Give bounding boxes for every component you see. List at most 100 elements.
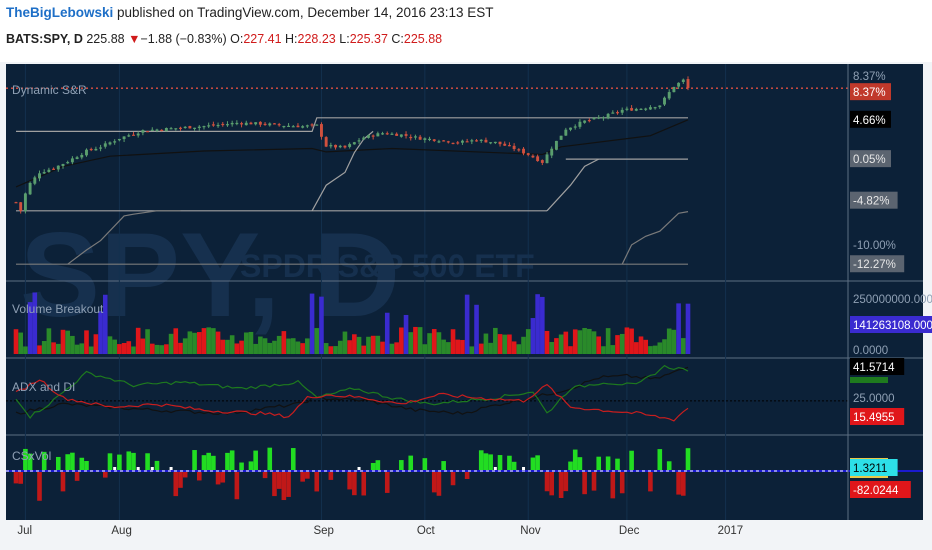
- volume-bar: [478, 343, 484, 354]
- last-price: 225.88: [86, 32, 125, 46]
- candle-body: [150, 129, 154, 131]
- candle-body: [484, 139, 488, 143]
- csx-bar-up: [131, 452, 136, 471]
- time-tick: Aug: [111, 525, 131, 537]
- volume-bar: [540, 296, 545, 354]
- author-link[interactable]: TheBigLebowski: [6, 5, 114, 20]
- csx-bar-down: [619, 471, 625, 494]
- sr-value-label-bg: [850, 191, 898, 209]
- price-tick: -10.00%: [853, 240, 896, 252]
- volume-bar: [74, 344, 80, 354]
- candle-body: [498, 141, 502, 145]
- volume-last-label-bg: [850, 316, 932, 333]
- close-value: 225.88: [403, 32, 443, 46]
- csx-bar-up: [605, 456, 611, 471]
- volume-bar: [629, 328, 634, 354]
- volume-bar: [102, 294, 108, 354]
- volume-bar: [572, 329, 578, 354]
- symbol-label[interactable]: BATS:SPY, D: [6, 32, 83, 46]
- pane-csxvol[interactable]: [6, 447, 923, 501]
- volume-bar: [483, 333, 489, 354]
- volume-bar: [135, 327, 141, 354]
- csx-bar-down: [352, 471, 357, 496]
- chart-background: [6, 64, 923, 520]
- chart-area[interactable]: SPY, D SPDR S&P 500 ETF 8.37% 8.37% 4.66% 0…: [0, 62, 932, 550]
- candle-body: [423, 138, 427, 140]
- candle-body: [667, 92, 671, 99]
- candle-body: [23, 193, 27, 212]
- candle-body: [371, 135, 375, 137]
- pane-dynamic-sr[interactable]: [6, 76, 848, 265]
- sr-value-label: 0.05%: [853, 154, 886, 166]
- csx-bar-up: [290, 448, 296, 471]
- csx-bar-down: [361, 471, 367, 496]
- csx-bar-up: [488, 454, 493, 471]
- volume-bar: [591, 331, 597, 354]
- volume-bar: [154, 344, 160, 354]
- candle-body: [540, 160, 544, 163]
- candle-body: [282, 125, 286, 128]
- candle-body: [338, 145, 342, 148]
- volume-bar: [23, 346, 28, 354]
- candle-body: [658, 105, 662, 108]
- candle-body: [352, 142, 356, 145]
- candle-body: [531, 155, 535, 158]
- candle-body: [644, 108, 648, 110]
- volume-bar: [60, 329, 66, 354]
- pane-adx-di[interactable]: [6, 364, 848, 422]
- watermark-name: SPDR S&P 500 ETF: [240, 248, 535, 284]
- volume-bar: [70, 335, 75, 354]
- csx-bar-up: [126, 451, 132, 471]
- volume-bar: [502, 334, 508, 354]
- volume-bar: [582, 328, 587, 354]
- candle-body: [52, 168, 56, 170]
- candle-body: [291, 126, 295, 128]
- volume-bar: [554, 338, 559, 354]
- pane-title-volume-breakout: Volume Breakout: [12, 302, 104, 316]
- high-value: 228.23: [297, 32, 336, 46]
- csx-bar-down: [74, 471, 80, 481]
- price-axis[interactable]: 8.37% 8.37% 4.66% 0.05% -4.82% -10.00% -12.27%…: [847, 64, 932, 520]
- sr-value-label-bg: [850, 110, 891, 128]
- candle-body: [179, 127, 182, 129]
- candle-body: [489, 142, 493, 144]
- volume-bar: [507, 334, 512, 354]
- csx-bar-down: [648, 471, 653, 492]
- volume-tick: 250000000.0000: [853, 294, 932, 306]
- csx-bar-down: [173, 471, 179, 497]
- volume-bar: [32, 292, 38, 354]
- volume-bar: [511, 341, 517, 354]
- csx-bar-down: [558, 471, 564, 498]
- di-minus-last-label-bg: [850, 408, 905, 425]
- time-axis[interactable]: Jul Aug Sep Oct Nov Dec 2017: [17, 525, 743, 537]
- candle-body: [399, 134, 403, 137]
- candle-body: [616, 112, 619, 114]
- csx-bar-up: [478, 450, 484, 471]
- csx-bar-up: [572, 449, 578, 471]
- csx-marker: [150, 467, 154, 472]
- candle-body: [648, 107, 652, 110]
- volume-bar: [159, 345, 164, 354]
- volume-bar: [464, 294, 470, 354]
- candle-body: [442, 140, 446, 142]
- candle-body: [362, 137, 366, 140]
- volume-bar: [262, 338, 268, 354]
- csx-marker: [357, 467, 361, 472]
- pane-volume-breakout[interactable]: [13, 292, 691, 354]
- candle-body: [479, 139, 483, 141]
- csx-bar-down: [681, 471, 686, 496]
- candle-body: [164, 127, 168, 132]
- volume-bar: [98, 311, 103, 354]
- open-value: 227.41: [243, 32, 282, 46]
- volume-bar: [131, 346, 136, 354]
- candle-body: [85, 149, 88, 156]
- csx-bar-down: [234, 471, 240, 500]
- csx-bar-down: [549, 471, 555, 496]
- csx-bar-down: [262, 471, 268, 479]
- candle-body: [122, 136, 126, 140]
- ohlc-legend: BATS:SPY, D 225.88 ▼−1.88 (−0.83%) O:227…: [6, 32, 442, 46]
- candle-body: [428, 138, 431, 141]
- volume-bar: [648, 346, 653, 354]
- candle-body: [108, 142, 112, 145]
- candle-body: [493, 141, 497, 144]
